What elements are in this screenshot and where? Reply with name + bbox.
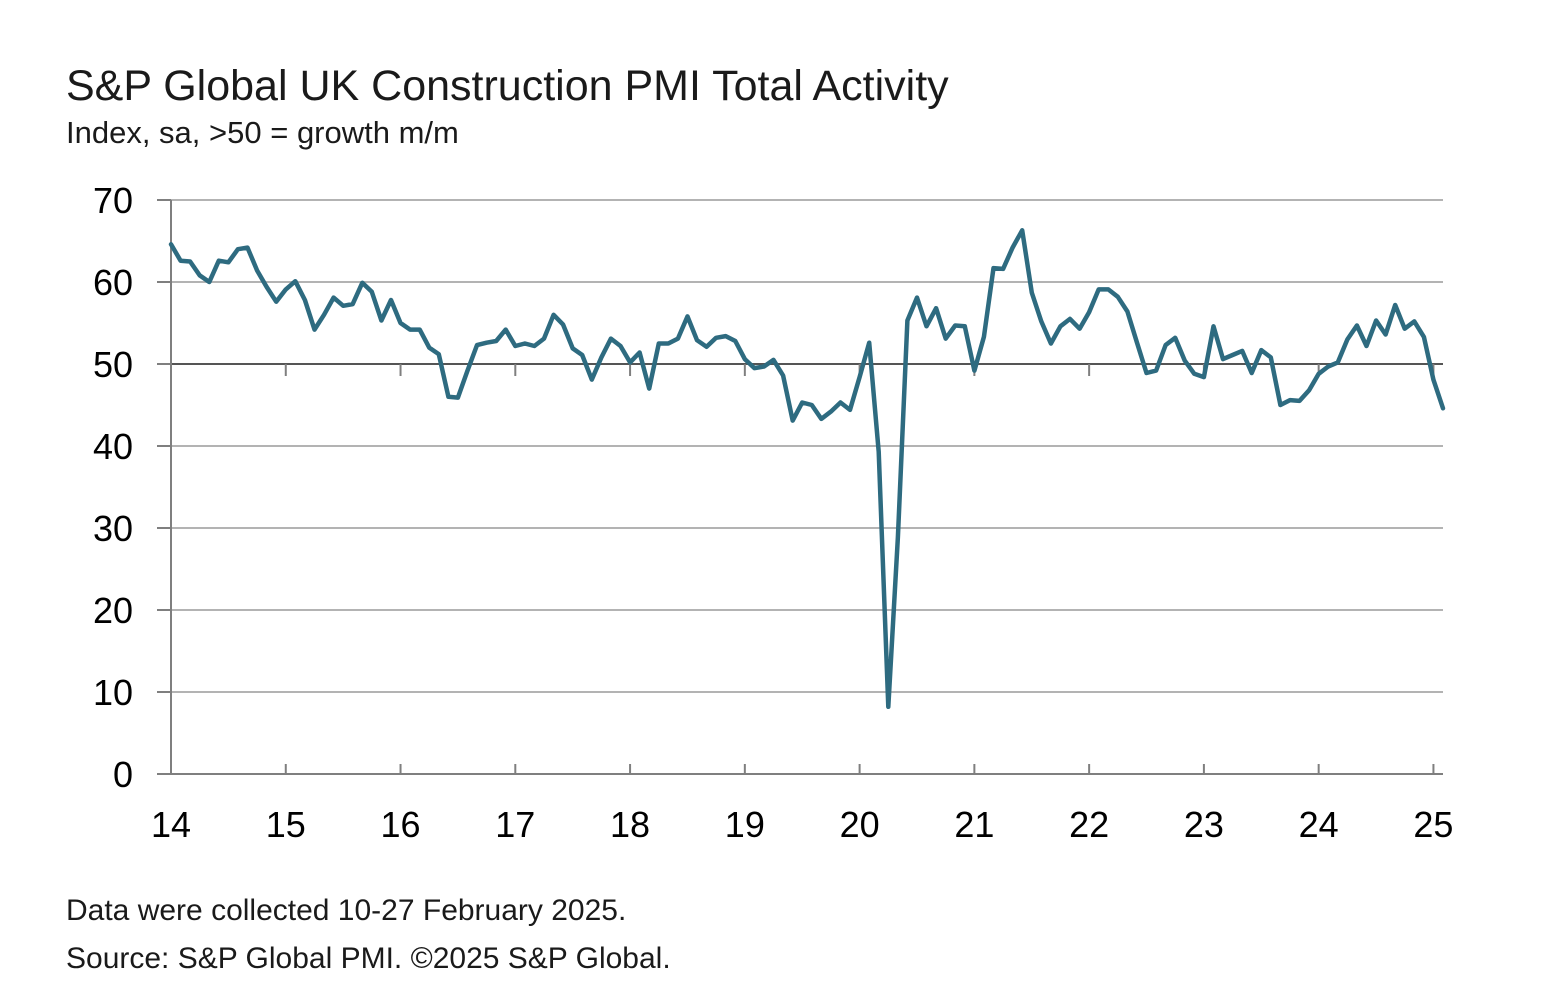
tick-labels: 0 10 20 30 40 50 60 70 14 15 16 17 18 19 20 21 22 23 24 25 [93, 180, 1454, 845]
x-tick-label-17: 17 [495, 804, 535, 845]
x-tick-label-18: 18 [610, 804, 650, 845]
x-tick-label-23: 23 [1184, 804, 1224, 845]
series-line-0 [168, 228, 1446, 710]
chart-title: S&P Global UK Construction PMI Total Act… [66, 62, 949, 110]
y-tick-label-70: 70 [93, 180, 133, 221]
y-tick-label-0: 0 [113, 754, 133, 795]
y-tick-label-10: 10 [93, 672, 133, 713]
x-tick-label-15: 15 [266, 804, 306, 845]
x-tick-label-22: 22 [1069, 804, 1109, 845]
y-tick-label-40: 40 [93, 426, 133, 467]
x-tick-label-24: 24 [1299, 804, 1339, 845]
y-tick-label-20: 20 [93, 590, 133, 631]
x-tick-label-25: 25 [1413, 804, 1453, 845]
gridlines [171, 199, 1443, 693]
x-tick-label-19: 19 [725, 804, 765, 845]
axes [157, 199, 1443, 775]
x-tick-label-21: 21 [954, 804, 994, 845]
y-tick-label-30: 30 [93, 508, 133, 549]
x-tick-label-14: 14 [151, 804, 191, 845]
collection-note: Data were collected 10-27 February 2025. [66, 894, 627, 927]
source-note: Source: S&P Global PMI. ©2025 S&P Global… [66, 942, 671, 975]
y-tick-label-60: 60 [93, 262, 133, 303]
series-layer [168, 228, 1446, 710]
chart-subtitle: Index, sa, >50 = growth m/m [66, 115, 459, 150]
line-chart: 0 10 20 30 40 50 60 70 14 15 16 17 18 19 20 21 22 23 24 25 [93, 180, 1454, 845]
y-tick-label-50: 50 [93, 344, 133, 385]
x-tick-label-16: 16 [381, 804, 421, 845]
x-tick-label-20: 20 [840, 804, 880, 845]
